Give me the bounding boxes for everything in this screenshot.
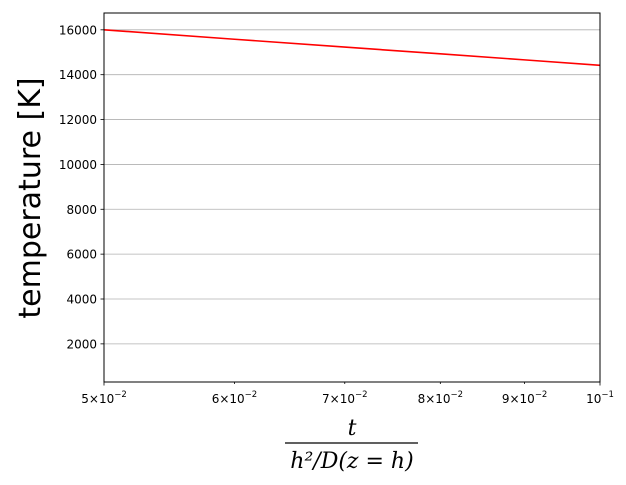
y-tick-label: 12000 [59, 113, 97, 127]
x-axis-label-numerator: t [348, 416, 357, 441]
y-tick-label: 16000 [59, 23, 97, 37]
y-gridlines [104, 29, 600, 345]
y-tick-label: 8000 [66, 203, 97, 217]
x-tick-label: 7×10−2 [322, 390, 368, 406]
x-tick-label: 5×10−2 [81, 390, 127, 406]
y-tick-label: 10000 [59, 158, 97, 172]
y-axis-label: temperature [K] [13, 77, 48, 318]
series-layer [103, 29, 601, 67]
x-tick-label: 8×10−2 [418, 390, 464, 406]
x-tick-label: 10−1 [586, 390, 614, 406]
plot-frame [103, 12, 601, 383]
y-tick-label: 14000 [59, 68, 97, 82]
x-axis-label-denominator: h²/D(z = h) [290, 449, 413, 474]
x-axis-label: t h²/D(z = h) [285, 416, 418, 474]
x-axis-ticks: 5×10−2 10−1 6×10−2 7×10−2 8×10−2 9×10−2 [81, 382, 614, 406]
y-axis-ticks: 2000 4000 6000 8000 10000 12000 14000 16000 [59, 23, 104, 351]
x-tick-label: 9×10−2 [502, 390, 548, 406]
x-tick-label: 6×10−2 [212, 390, 258, 406]
y-tick-label: 2000 [66, 337, 97, 351]
series-line-0 [103, 29, 601, 67]
y-tick-label: 4000 [66, 293, 97, 307]
y-tick-label: 6000 [66, 248, 97, 262]
